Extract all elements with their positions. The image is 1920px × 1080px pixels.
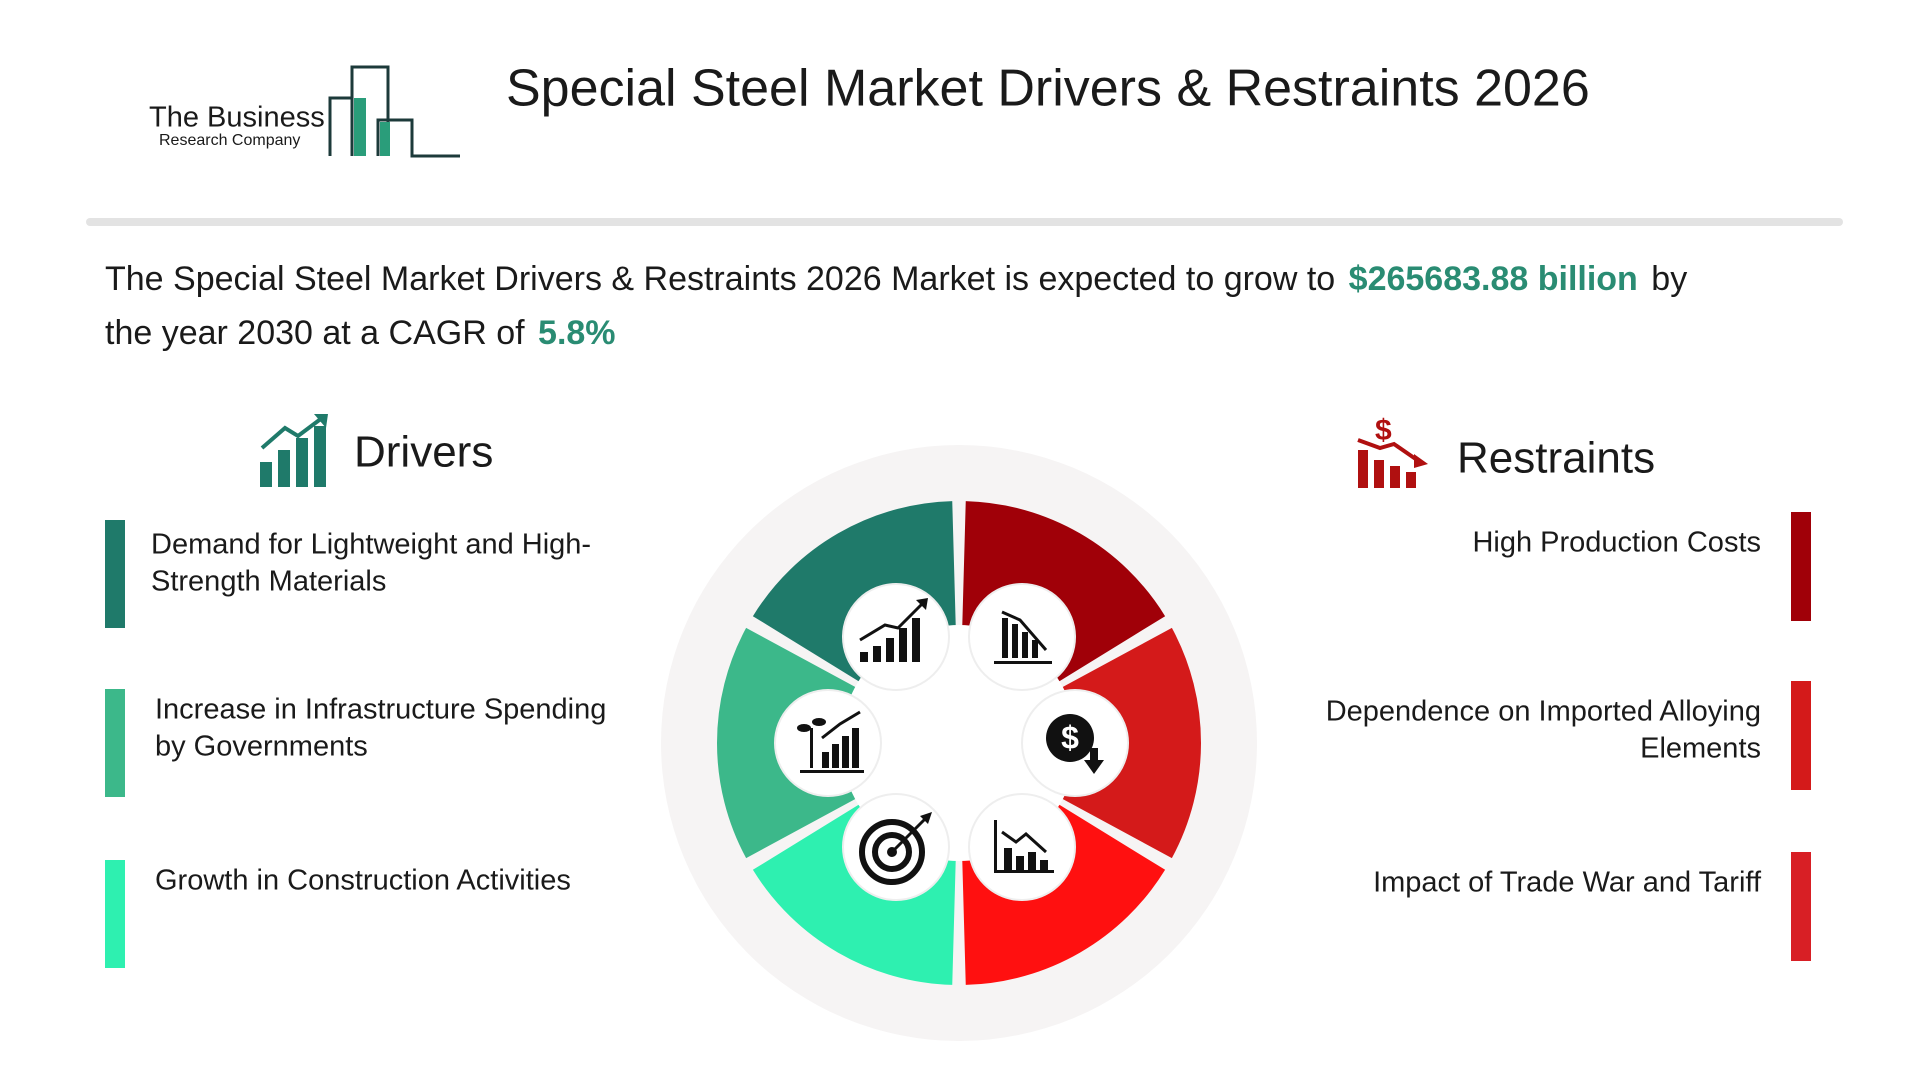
dollar-sign: $ <box>1061 719 1079 755</box>
driver-bar <box>105 860 125 968</box>
logo-bars <box>328 65 460 158</box>
dollar-sign: $ <box>1375 414 1392 447</box>
summary-line-1: The Special Steel Market Drivers & Restr… <box>105 260 1687 298</box>
driver-bar <box>105 520 125 628</box>
driver-text: Increase in Infrastructure Spending <box>155 694 606 726</box>
driver-text: Growth in Construction Activities <box>155 865 571 897</box>
driver-text: Demand for Lightweight and High- <box>151 529 591 561</box>
logo-accent <box>380 122 390 156</box>
divider <box>86 218 1843 226</box>
wheel-icons: $ <box>774 583 1129 901</box>
logo-line-1: The Business <box>149 102 325 134</box>
summary-text: the year 2030 at a CAGR of <box>105 314 525 352</box>
drivers-heading: Drivers <box>354 428 493 477</box>
icon-chart-down <box>968 793 1076 901</box>
lists: Demand for Lightweight and High- Strength… <box>105 512 1811 968</box>
logo: The Business Research Company <box>149 65 460 158</box>
icon-target <box>842 793 950 901</box>
driver-text: Strength Materials <box>151 566 386 598</box>
restraint-text: Elements <box>1640 733 1761 765</box>
summary-value: $265683.88 billion <box>1349 260 1638 298</box>
icon-decline <box>968 583 1076 691</box>
restraint-text: High Production Costs <box>1472 527 1761 559</box>
icon-dollar-down: $ <box>1021 689 1129 797</box>
icon-plant <box>774 689 882 797</box>
driver-text: by Governments <box>155 731 368 763</box>
summary-cagr: 5.8% <box>538 314 616 352</box>
restraint-bar <box>1791 852 1811 961</box>
logo-line-2: Research Company <box>159 132 300 149</box>
restraint-text: Impact of Trade War and Tariff <box>1373 867 1762 899</box>
summary-text: The Special Steel Market Drivers & Restr… <box>105 260 1335 298</box>
restraints-icon: $ <box>1357 414 1428 488</box>
restraint-bar <box>1791 512 1811 621</box>
icon-growth <box>842 583 950 691</box>
restraints-heading: Restraints <box>1457 434 1655 483</box>
summary-text: by <box>1651 260 1687 298</box>
restraint-text: Dependence on Imported Alloying <box>1326 696 1761 728</box>
drivers-icon <box>260 414 328 487</box>
title: Special Steel Market Drivers & Restraint… <box>506 60 1590 118</box>
logo-accent <box>354 98 366 156</box>
restraint-bar <box>1791 681 1811 790</box>
summary-line-2: the year 2030 at a CAGR of 5.8% <box>105 314 616 352</box>
driver-bar <box>105 689 125 797</box>
